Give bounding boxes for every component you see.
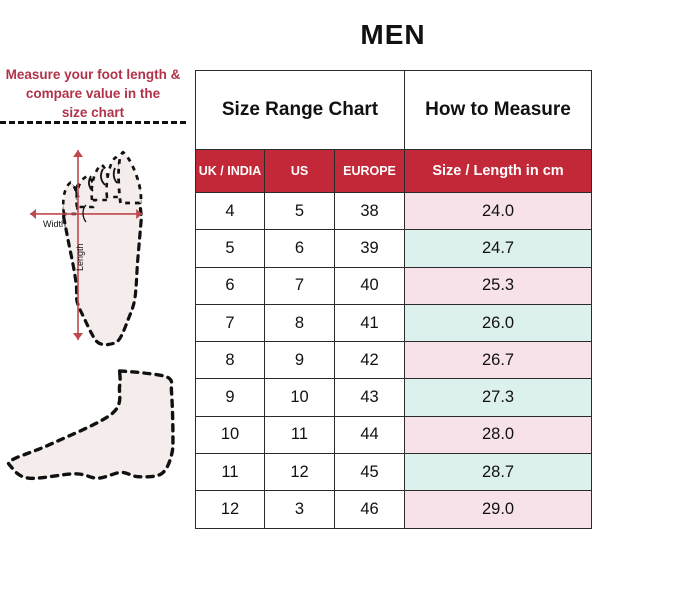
svg-text:Length: Length (75, 243, 85, 271)
svg-text:Width: Width (43, 219, 66, 229)
